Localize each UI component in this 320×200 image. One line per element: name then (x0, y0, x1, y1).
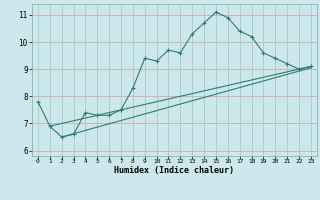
X-axis label: Humidex (Indice chaleur): Humidex (Indice chaleur) (115, 166, 234, 175)
